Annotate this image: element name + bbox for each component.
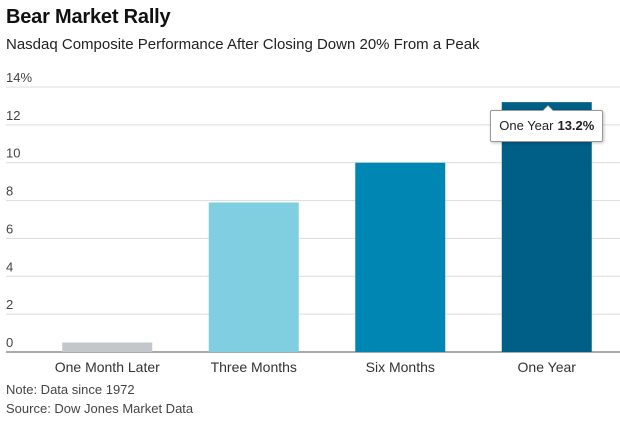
- y-tick-label: 6: [6, 221, 13, 236]
- x-tick-label: One Month Later: [55, 359, 160, 375]
- x-tick-label: Six Months: [366, 359, 435, 375]
- bars: [62, 102, 592, 353]
- y-tick-label: 2: [6, 297, 13, 312]
- y-tick-label: 0: [6, 335, 13, 350]
- tooltip-category: One Year: [499, 118, 554, 134]
- value-tooltip: One Year 13.2%: [490, 105, 604, 143]
- y-tick-label: 12: [6, 108, 20, 123]
- bar-one-year[interactable]: [501, 102, 592, 353]
- bar-six-months[interactable]: [355, 162, 446, 352]
- y-axis-ticks: 0 2 4 6 8 10 12 14%: [6, 70, 32, 350]
- chart-title: Bear Market Rally: [6, 6, 171, 28]
- y-tick-label: 10: [6, 146, 20, 161]
- y-tick-label: 4: [6, 259, 13, 274]
- bar-three-months[interactable]: [208, 202, 299, 352]
- y-tick-label: 8: [6, 184, 13, 199]
- chart-note: Note: Data since 1972: [6, 382, 135, 397]
- x-axis-labels: One Month Later Three Months Six Months One…: [55, 359, 577, 375]
- y-tick-label: 14%: [6, 70, 32, 85]
- chart-subtitle: Nasdaq Composite Performance After Closi…: [6, 36, 480, 53]
- tooltip-value: 13.2%: [557, 118, 595, 134]
- x-tick-label: Three Months: [211, 359, 297, 375]
- bar-one-month-later[interactable]: [62, 342, 153, 352]
- tooltip-arrow-inner: [542, 106, 553, 112]
- x-tick-label: One Year: [518, 359, 577, 375]
- chart-source: Source: Dow Jones Market Data: [6, 401, 194, 416]
